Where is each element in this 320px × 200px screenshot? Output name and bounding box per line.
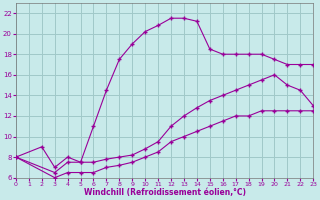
X-axis label: Windchill (Refroidissement éolien,°C): Windchill (Refroidissement éolien,°C) — [84, 188, 245, 197]
